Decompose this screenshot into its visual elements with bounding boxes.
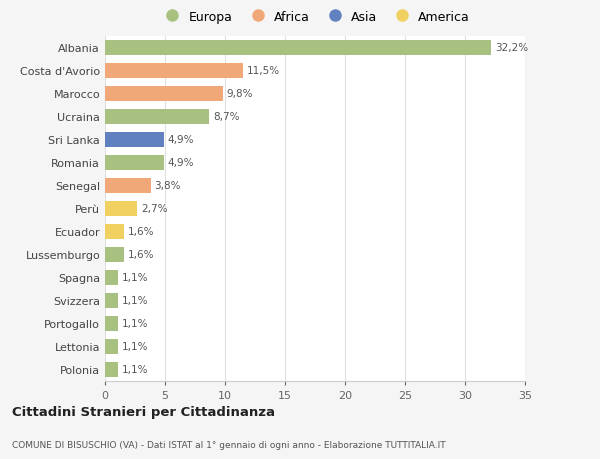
Text: 32,2%: 32,2% (495, 43, 528, 53)
Text: 1,1%: 1,1% (122, 296, 148, 306)
Bar (105, 41, 491, 56)
Bar (105, 110, 209, 124)
Bar (105, 202, 137, 216)
Text: 1,1%: 1,1% (122, 341, 148, 352)
Bar (105, 224, 124, 239)
Bar (105, 339, 118, 354)
Bar (105, 156, 164, 170)
Text: 1,1%: 1,1% (122, 273, 148, 283)
Bar (105, 316, 118, 331)
Text: 8,7%: 8,7% (213, 112, 239, 122)
Legend: Europa, Africa, Asia, America: Europa, Africa, Asia, America (160, 11, 470, 23)
Bar (105, 64, 243, 78)
Bar (105, 179, 151, 193)
Text: 1,1%: 1,1% (122, 364, 148, 375)
Bar (105, 87, 223, 101)
Text: 11,5%: 11,5% (247, 66, 280, 76)
Text: 4,9%: 4,9% (167, 158, 194, 168)
Bar (105, 293, 118, 308)
Text: 1,1%: 1,1% (122, 319, 148, 329)
Text: 2,7%: 2,7% (141, 204, 167, 214)
Text: 3,8%: 3,8% (154, 181, 181, 191)
Text: Cittadini Stranieri per Cittadinanza: Cittadini Stranieri per Cittadinanza (12, 405, 275, 419)
Bar (105, 362, 118, 377)
Text: 1,6%: 1,6% (128, 227, 154, 237)
Text: 4,9%: 4,9% (167, 135, 194, 145)
Text: COMUNE DI BISUSCHIO (VA) - Dati ISTAT al 1° gennaio di ogni anno - Elaborazione : COMUNE DI BISUSCHIO (VA) - Dati ISTAT al… (12, 441, 446, 449)
Text: 9,8%: 9,8% (226, 89, 253, 99)
Bar (105, 270, 118, 285)
Bar (105, 247, 124, 262)
Bar (105, 133, 164, 147)
Text: 1,6%: 1,6% (128, 250, 154, 260)
